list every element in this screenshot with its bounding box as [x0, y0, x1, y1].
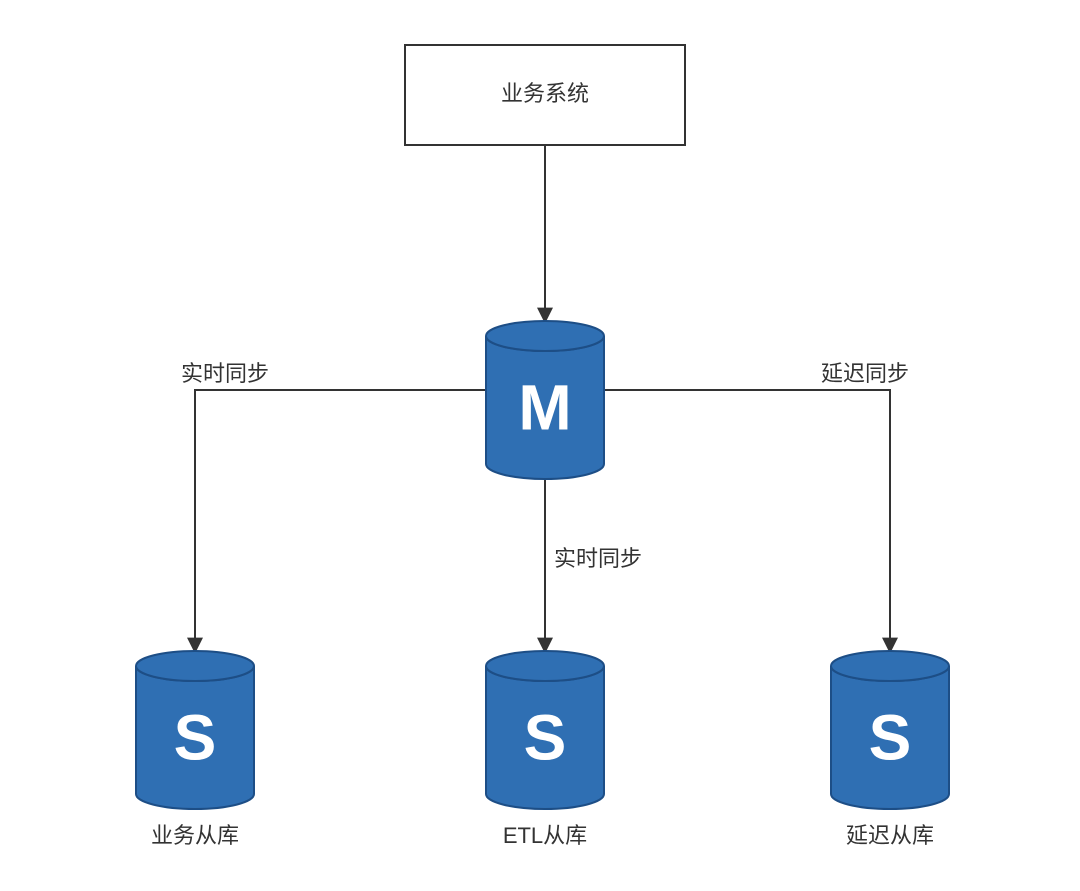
- edge-label-e-master-mid: 实时同步: [554, 546, 642, 571]
- db-master-db: M: [486, 321, 604, 479]
- db-slave-delay-letter: S: [869, 702, 912, 774]
- db-caption-slave-biz: 业务从库: [151, 823, 239, 848]
- edge-e-master-left: [195, 390, 486, 652]
- edge-label-e-master-left: 实时同步: [181, 361, 269, 386]
- db-master-db-letter: M: [518, 372, 571, 444]
- edge-label-e-master-right: 延迟同步: [821, 361, 909, 386]
- db-slave-biz-letter: S: [174, 702, 217, 774]
- box-label-biz-system: 业务系统: [501, 81, 589, 106]
- db-caption-slave-etl: ETL从库: [503, 823, 587, 848]
- architecture-diagram: 实时同步延迟同步实时同步 业务系统MS业务从库SETL从库S延迟从库: [0, 0, 1080, 891]
- db-slave-etl: S: [486, 651, 604, 809]
- db-slave-biz: S: [136, 651, 254, 809]
- edge-e-master-right: [604, 390, 890, 652]
- db-slave-delay: S: [831, 651, 949, 809]
- db-slave-etl-letter: S: [524, 702, 567, 774]
- db-caption-slave-delay: 延迟从库: [846, 823, 934, 848]
- box-biz-system: 业务系统: [405, 45, 685, 145]
